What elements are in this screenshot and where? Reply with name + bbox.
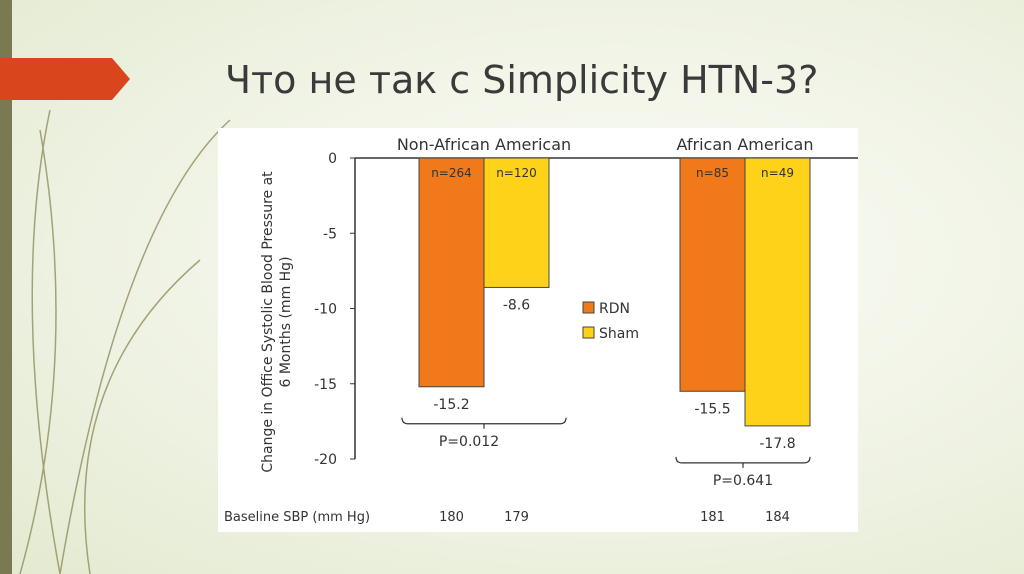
n-label: n=49 <box>761 166 794 180</box>
value-label: -15.2 <box>433 397 469 413</box>
title-arrow <box>0 58 130 100</box>
value-label: -8.6 <box>503 297 530 313</box>
bar <box>744 157 811 427</box>
y-tick-label: -20 <box>314 452 337 468</box>
slide-title: Что не так с Simplicity HTN-3? <box>225 58 818 102</box>
decor-lines <box>19 109 231 574</box>
category-label: African American <box>677 135 814 154</box>
y-axis-label: Change in Office Systolic Blood Pressure… <box>260 171 294 473</box>
legend-swatch <box>582 326 595 339</box>
legend-label: RDN <box>599 301 630 317</box>
legend-swatch <box>582 301 595 314</box>
n-label: n=264 <box>431 166 472 180</box>
y-tick-label: -5 <box>323 226 337 242</box>
baseline-label: Baseline SBP (mm Hg) <box>224 510 370 525</box>
baseline-value: 184 <box>765 510 790 525</box>
p-bracket <box>675 456 811 468</box>
bar <box>418 157 485 388</box>
baseline-value: 179 <box>504 510 529 525</box>
bar <box>679 157 746 392</box>
y-tick-label: -10 <box>314 302 337 318</box>
p-bracket <box>401 417 567 429</box>
p-value: P=0.012 <box>439 434 499 450</box>
category-label: Non-African American <box>397 135 571 154</box>
baseline-value: 181 <box>700 510 725 525</box>
value-label: -17.8 <box>759 436 795 452</box>
n-label: n=85 <box>696 166 729 180</box>
n-label: n=120 <box>496 166 537 180</box>
value-label: -15.5 <box>694 401 730 417</box>
y-tick-label: -15 <box>314 377 337 393</box>
p-value: P=0.641 <box>713 473 773 489</box>
bar <box>483 157 550 288</box>
legend-label: Sham <box>599 326 639 342</box>
side-bar <box>0 0 12 574</box>
baseline-value: 180 <box>439 510 464 525</box>
y-tick-label: 0 <box>328 151 337 167</box>
